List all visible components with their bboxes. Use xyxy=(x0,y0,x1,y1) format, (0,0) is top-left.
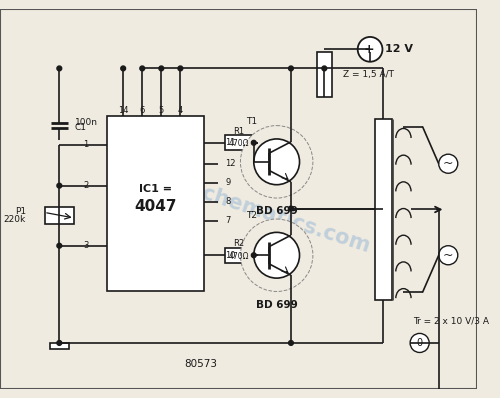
Bar xyxy=(45,207,74,224)
Bar xyxy=(375,119,392,300)
Text: 220k: 220k xyxy=(4,215,26,224)
Circle shape xyxy=(57,66,62,71)
Circle shape xyxy=(240,219,313,291)
Circle shape xyxy=(254,139,300,185)
Circle shape xyxy=(178,66,183,71)
Circle shape xyxy=(57,341,62,345)
Text: 470Ω: 470Ω xyxy=(228,252,249,261)
Text: 10: 10 xyxy=(225,251,235,260)
Text: P1: P1 xyxy=(15,207,26,216)
Text: 8: 8 xyxy=(225,197,230,206)
Bar xyxy=(50,343,69,349)
Circle shape xyxy=(252,253,256,258)
Text: 7: 7 xyxy=(225,217,230,225)
Text: 100n: 100n xyxy=(74,118,98,127)
Circle shape xyxy=(438,246,458,265)
Text: BD 699: BD 699 xyxy=(256,207,298,217)
Text: 80573: 80573 xyxy=(184,359,217,369)
Text: R1: R1 xyxy=(233,127,244,136)
Text: C1: C1 xyxy=(74,123,86,132)
Circle shape xyxy=(121,66,126,71)
Bar xyxy=(225,135,252,150)
Text: BD 699: BD 699 xyxy=(256,300,298,310)
Circle shape xyxy=(140,66,144,71)
Text: 0: 0 xyxy=(416,338,422,348)
Text: 12 V: 12 V xyxy=(384,44,412,55)
Text: ~: ~ xyxy=(443,157,454,170)
Text: 9: 9 xyxy=(225,178,230,187)
Text: 2: 2 xyxy=(84,181,88,190)
Bar xyxy=(107,116,204,291)
Circle shape xyxy=(288,341,294,345)
Text: electroschematics.com: electroschematics.com xyxy=(108,153,372,256)
Circle shape xyxy=(57,183,62,188)
Text: 6: 6 xyxy=(140,106,145,115)
Text: 4: 4 xyxy=(178,106,183,115)
Text: T1: T1 xyxy=(246,117,258,126)
Text: 5: 5 xyxy=(158,106,164,115)
Circle shape xyxy=(438,154,458,173)
Circle shape xyxy=(322,66,326,71)
Text: R2: R2 xyxy=(233,239,244,248)
Text: 3: 3 xyxy=(84,241,88,250)
Text: 14: 14 xyxy=(118,106,128,115)
Circle shape xyxy=(254,232,300,278)
Circle shape xyxy=(288,66,294,71)
Circle shape xyxy=(252,140,256,145)
Text: IC1 =: IC1 = xyxy=(139,183,172,193)
Text: Z = 1,5 A/T: Z = 1,5 A/T xyxy=(344,70,394,79)
Text: 11: 11 xyxy=(225,138,235,147)
Text: +: + xyxy=(364,43,374,56)
Circle shape xyxy=(240,126,313,198)
Text: T2: T2 xyxy=(246,211,257,220)
Circle shape xyxy=(410,334,429,353)
Text: ~: ~ xyxy=(443,249,454,262)
Bar xyxy=(316,52,332,97)
Bar xyxy=(225,248,252,263)
Text: 1: 1 xyxy=(84,140,88,149)
Circle shape xyxy=(159,66,164,71)
Text: Tr = 2 x 10 V/3 A: Tr = 2 x 10 V/3 A xyxy=(413,316,489,326)
Text: 470Ω: 470Ω xyxy=(228,139,249,148)
Text: 12: 12 xyxy=(225,159,235,168)
Circle shape xyxy=(57,243,62,248)
Circle shape xyxy=(358,37,382,62)
Circle shape xyxy=(288,206,294,211)
Text: 4047: 4047 xyxy=(134,199,177,214)
